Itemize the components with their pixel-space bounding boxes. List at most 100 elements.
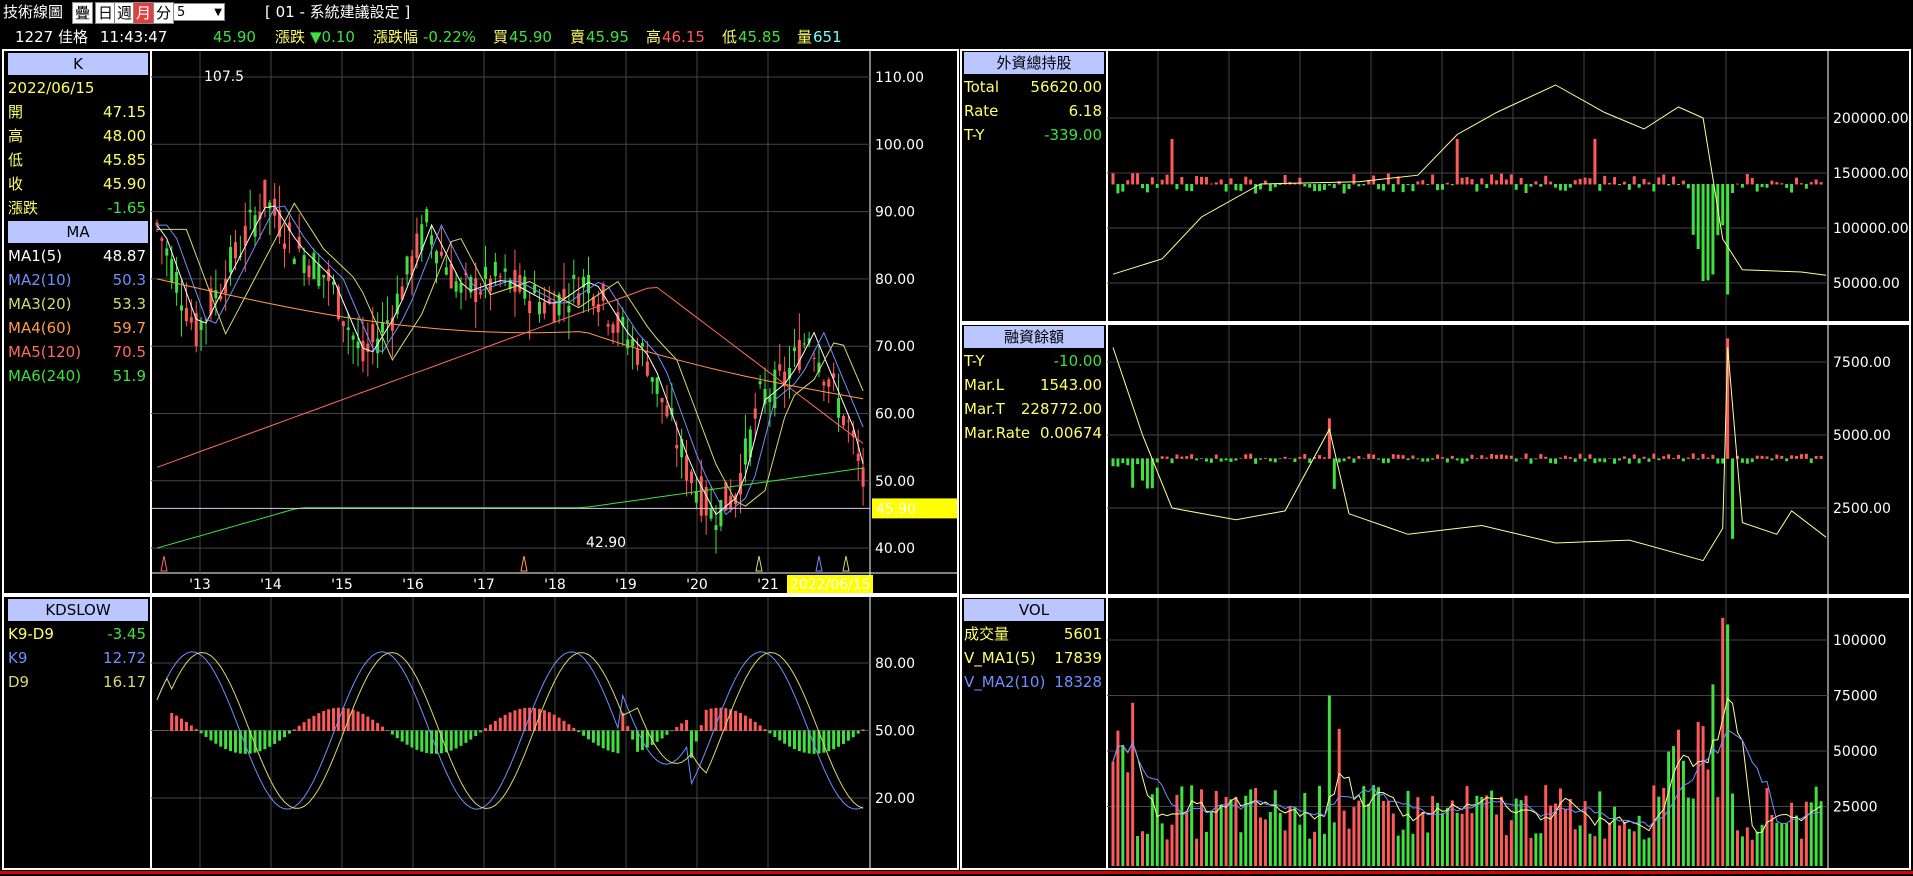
volume-chart[interactable]: 100000 75000 50000 25000	[962, 598, 1909, 868]
kline-row: 漲跌 -1.65	[8, 197, 148, 219]
month-button[interactable]: 月	[133, 2, 155, 24]
margin-bar	[1514, 458, 1518, 462]
candle	[317, 264, 321, 286]
candle	[739, 472, 743, 495]
foreign-bar	[1588, 178, 1592, 185]
volume-bar	[1244, 795, 1248, 866]
volume-bar	[1445, 807, 1449, 866]
kd-bar	[434, 730, 438, 754]
bid-label: 買	[493, 28, 509, 46]
volume-bar	[1470, 813, 1474, 866]
margin-bar	[1273, 458, 1277, 463]
foreign-bar	[1514, 184, 1518, 190]
volume-bar	[1185, 812, 1189, 866]
volume-bar	[1200, 789, 1204, 866]
kd-bar	[439, 730, 443, 754]
kd-bar	[430, 730, 434, 754]
foreign-bar	[1475, 184, 1479, 192]
kd-bar	[719, 707, 723, 731]
foreign-chart[interactable]: 200000.00 150000.00 100000.00 50000.00	[962, 51, 1909, 321]
candle	[802, 343, 806, 345]
day-button[interactable]: 日	[95, 2, 117, 24]
margin-row-label: Mar.T	[964, 400, 1005, 418]
kline-y-tick: 50.00	[875, 474, 915, 490]
kd-bar	[851, 730, 855, 738]
kd-bar	[268, 730, 272, 747]
margin-bar	[1175, 454, 1179, 459]
candle	[430, 235, 434, 245]
kd-bar	[537, 708, 541, 731]
system-settings-label[interactable]: [ 01 - 系統建議設定 ]	[265, 3, 411, 21]
volume-bar	[1239, 832, 1243, 866]
d9-line	[156, 651, 864, 810]
kline-y-tick: 70.00	[875, 339, 915, 355]
candle	[832, 373, 836, 378]
volume-bar	[1652, 785, 1656, 866]
kline-row-value: 47.15	[103, 103, 146, 121]
margin-bar	[1637, 458, 1641, 464]
kd-bar	[180, 718, 184, 731]
week-button[interactable]: 週	[114, 2, 136, 24]
candle	[484, 266, 488, 280]
candle	[400, 286, 404, 300]
kd-bar	[807, 730, 811, 754]
kd-panel[interactable]: KDSLOW K9-D9 -3.45 K9 12.72 D9 16.17 80.00 50.…	[2, 595, 959, 870]
candle	[724, 482, 728, 511]
volume-bar	[1485, 795, 1489, 866]
volume-bar	[1578, 825, 1582, 866]
foreign-bar	[1445, 182, 1449, 185]
kd-bar	[425, 730, 429, 753]
foreign-bar	[1524, 184, 1528, 194]
kd-bar	[351, 709, 355, 731]
foreign-bar	[1672, 176, 1676, 185]
kd-bar	[513, 710, 517, 731]
kline-chart[interactable]: 110.00 100.00 90.00 80.00 70.00 60.00 50.00 40.…	[4, 51, 957, 593]
candle	[562, 288, 566, 299]
period-select[interactable]: 5 ▼	[173, 3, 225, 21]
volume-bar	[1691, 798, 1695, 866]
margin-chart[interactable]: 7500.00 5000.00 2500.00	[962, 325, 1909, 594]
overlay-button[interactable]: 疊	[72, 2, 94, 24]
app-title: 技術線圖	[3, 3, 64, 21]
margin-row-value: 1543.00	[1039, 376, 1102, 394]
kd-bar	[209, 730, 213, 741]
ma-row: MA4(60) 59.7	[8, 317, 148, 339]
foreign-bar	[1145, 184, 1149, 193]
candle	[219, 295, 223, 300]
kline-panel[interactable]: K 2022/06/15 開 47.15 高 48.00 低 45.85 收 45.90 漲跌 -…	[2, 49, 959, 595]
foreign-holding-panel[interactable]: 外資總持股 Total 56620.00 Rate 6.18 T-Y -339.00 20…	[960, 49, 1911, 323]
volume-bar	[1165, 839, 1169, 866]
kd-bar	[287, 730, 291, 734]
foreign-bar	[1141, 184, 1145, 189]
foreign-bar	[1499, 173, 1503, 185]
candle	[395, 293, 399, 315]
foreign-bar	[1283, 174, 1287, 185]
candle	[812, 357, 816, 359]
margin-bar	[1613, 458, 1617, 464]
kd-bar	[837, 730, 841, 747]
kd-bar	[557, 717, 561, 731]
kline-header: K	[8, 53, 148, 75]
candle	[601, 284, 605, 301]
margin-row-label: Mar.Rate	[964, 424, 1031, 442]
margin-bar	[1249, 453, 1253, 459]
margin-bar	[1381, 458, 1385, 464]
margin-bar	[1347, 456, 1351, 459]
kd-bar	[660, 730, 664, 739]
volume-bar	[1608, 822, 1612, 866]
kd-bar	[739, 713, 743, 731]
kd-bar	[410, 730, 414, 748]
kd-chart[interactable]: 80.00 50.00 20.00	[4, 597, 957, 868]
candle	[287, 222, 291, 231]
margin-bar	[1126, 458, 1130, 466]
candle	[763, 388, 767, 405]
volume-bar	[1504, 835, 1508, 866]
candle	[282, 243, 286, 249]
foreign-bar	[1234, 184, 1238, 191]
kd-row-label: K9	[8, 649, 28, 667]
minute-button[interactable]: 分	[153, 2, 175, 24]
candle	[336, 286, 340, 320]
margin-panel[interactable]: 融資餘額 T-Y -10.00 Mar.L 1543.00 Mar.T 228772.00…	[960, 323, 1911, 596]
volume-panel[interactable]: VOL 成交量 5601 V_MA1(5) 17839 V_MA2(10) 18328 1…	[960, 596, 1911, 870]
volume-bar	[1377, 787, 1381, 866]
